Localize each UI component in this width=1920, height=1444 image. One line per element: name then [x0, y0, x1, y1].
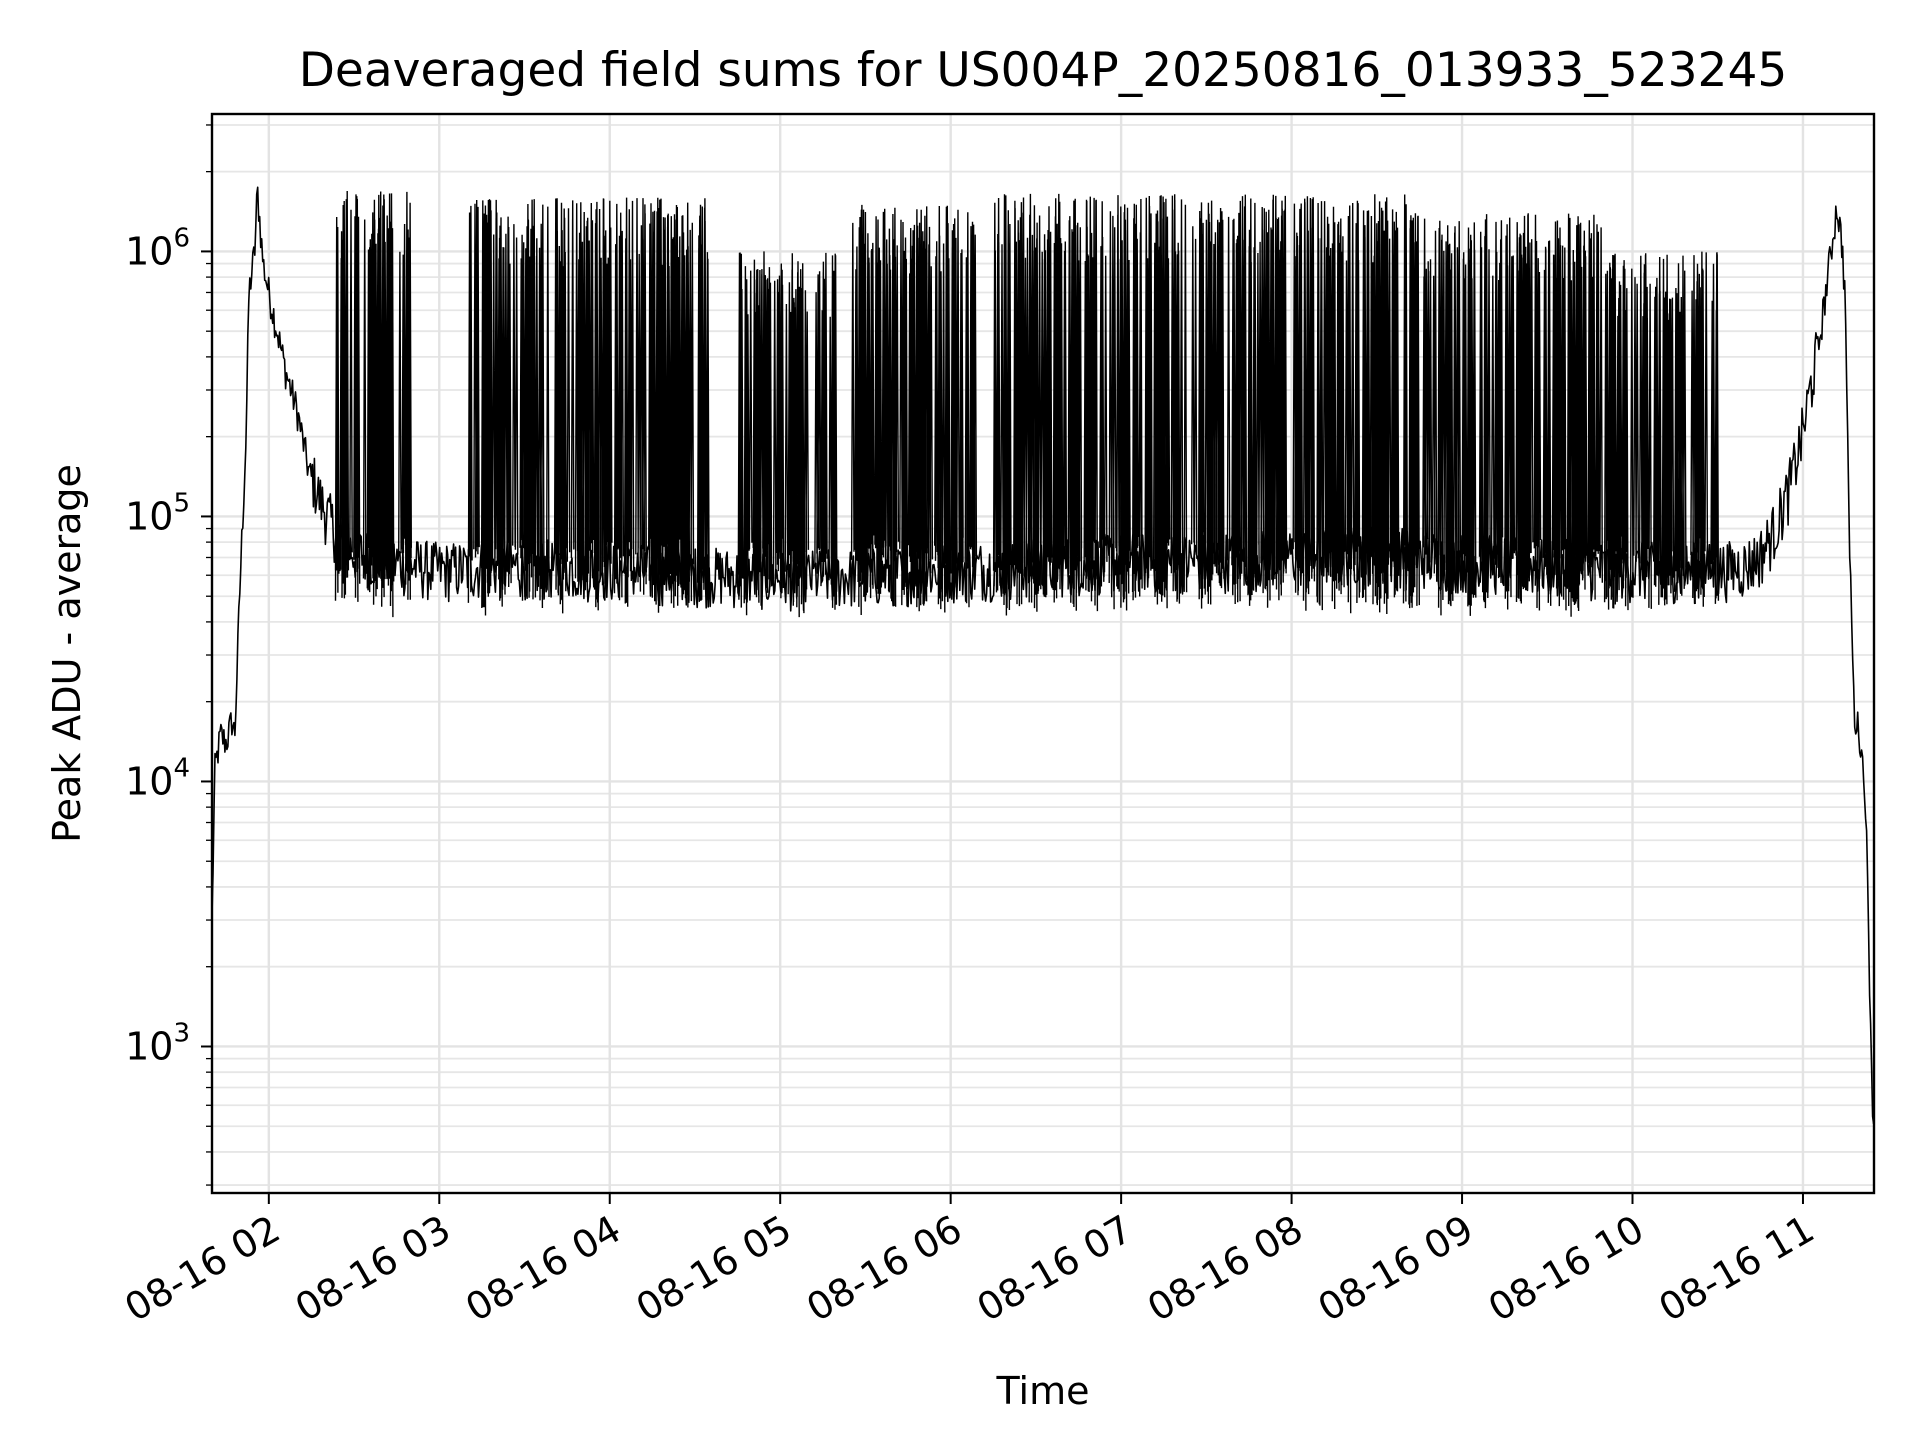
y-tick-base: 10	[125, 1024, 173, 1068]
series-spikes	[334, 190, 1720, 618]
y-tick-label: 104	[125, 753, 190, 803]
x-axis-label: Time	[996, 1369, 1090, 1413]
y-tick-label: 105	[125, 488, 190, 538]
y-tick-base: 10	[125, 229, 173, 273]
y-tick-exponent: 6	[173, 223, 190, 253]
chart-title: Deaveraged field sums for US004P_2025081…	[299, 43, 1788, 98]
y-axis-label: Peak ADU - average	[45, 464, 89, 843]
y-tick-base: 10	[125, 494, 173, 538]
y-tick-label: 106	[125, 223, 190, 273]
y-tick-exponent: 3	[173, 1018, 190, 1048]
y-tick-exponent: 5	[173, 488, 190, 518]
y-tick-base: 10	[125, 759, 173, 803]
plot-frame	[210, 112, 1876, 1195]
y-tick-label: 103	[125, 1018, 190, 1068]
data-layer	[211, 186, 1875, 1125]
axis-ticks	[201, 124, 1804, 1204]
y-tick-exponent: 4	[173, 753, 190, 783]
